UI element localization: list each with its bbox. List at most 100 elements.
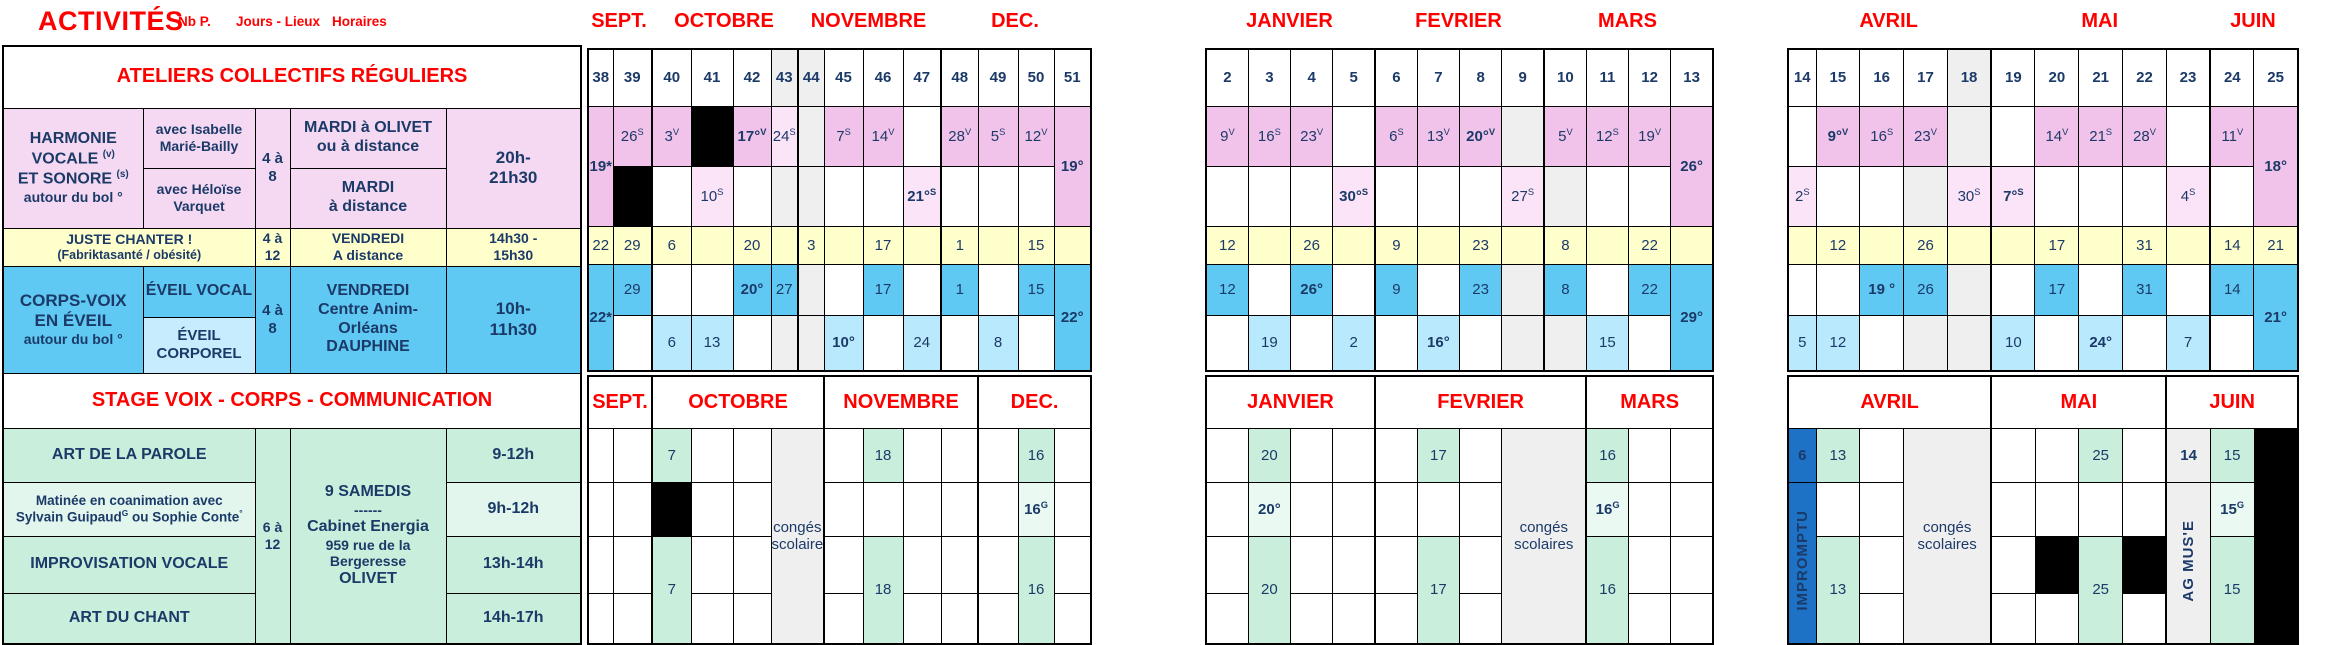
- date-cell: 18: [862, 427, 904, 483]
- week-number: 11: [1585, 48, 1630, 107]
- empty-cell: [902, 225, 942, 265]
- date-cell: 21: [2253, 225, 2299, 265]
- school-holidays-cell: congés scolaires: [1501, 427, 1587, 645]
- empty-cell: [1787, 225, 1817, 265]
- calendar-ateliers-avril-juin: 14 15 16 17 18 19 20 21 22 23 24 25 9°V 16S 23V 14V 21S 2…: [1787, 48, 2299, 372]
- date-cell: 3: [797, 225, 825, 265]
- month-label: NOVEMBRE: [823, 375, 979, 429]
- sub-eveil-corporel: ÉVEIL CORPOREL: [142, 316, 256, 374]
- empty-cell: [651, 165, 692, 227]
- week-number: 51: [1053, 48, 1092, 107]
- empty-cell: [2078, 481, 2124, 537]
- date-cell: 15: [1017, 263, 1055, 316]
- calendar-stage-sept-dec: SEPT. OCTOBRE NOVEMBRE DEC. 7 congés scolaire…: [587, 375, 1093, 645]
- date-cell: 21S: [2078, 105, 2124, 167]
- vacation-cell: [797, 314, 825, 372]
- row-eveil-vocal: CORPS-VOIX EN ÉVEIL autour du bol ° ÉVEI…: [2, 265, 582, 374]
- month-label: JANVIER: [1246, 10, 1333, 32]
- empty-cell: [1053, 427, 1092, 483]
- empty-cell: [1628, 535, 1672, 594]
- date-cell: 9: [1373, 263, 1418, 316]
- corps-time: 10h- 11h30: [445, 265, 582, 374]
- empty-cell: [1990, 535, 2036, 594]
- stage-matinee: Matinée en coanimation avec Sylvain Guip…: [2, 481, 256, 537]
- empty-cell: [1627, 314, 1672, 372]
- week-number: 10: [1542, 48, 1587, 107]
- stage-time-2: 9h-12h: [445, 481, 582, 537]
- date-cell: 22: [587, 225, 614, 265]
- empty-cell: [1459, 481, 1503, 537]
- week-number: 48: [940, 48, 979, 107]
- vacation-cell: [1501, 105, 1545, 167]
- empty-cell: [1205, 535, 1249, 594]
- empty-cell: [2122, 427, 2167, 483]
- date-cell: 10: [1990, 314, 2036, 372]
- date-cell: 26S: [612, 105, 653, 167]
- week-number: 13: [1670, 48, 1714, 107]
- empty-cell: [1332, 427, 1376, 483]
- empty-cell: [823, 592, 864, 645]
- week-number: 21: [2078, 48, 2124, 107]
- empty-cell: [1374, 427, 1418, 483]
- date-cell: 9: [1373, 225, 1418, 265]
- month-label: AVRIL: [1859, 10, 1918, 32]
- col-header-horaires: Horaires: [332, 14, 387, 29]
- impro: 7 18 16: [587, 535, 1092, 645]
- empty-cell: [1053, 592, 1092, 645]
- empty-cell: [977, 225, 1019, 265]
- col-header-jours-lieux: Jours - Lieux: [236, 14, 321, 29]
- month-label: DEC.: [977, 375, 1092, 429]
- empty-cell: [2078, 165, 2124, 227]
- empty-cell: [1374, 592, 1418, 645]
- art-parole: 7 congés scolaires 18 16: [587, 427, 1092, 645]
- date-cell: 14V: [862, 105, 904, 167]
- date-cell: 12V: [1017, 105, 1055, 167]
- empty-cell: [2034, 592, 2080, 645]
- empty-cell: [940, 535, 979, 594]
- empty-cell: [2034, 165, 2080, 227]
- row-art-chant: ART DU CHANT 14h-17h: [2, 592, 582, 645]
- empty-cell: [823, 427, 864, 483]
- empty-cell: [1990, 427, 2036, 483]
- stage-time-1: 9-12h: [445, 427, 582, 483]
- empty-cell: [1205, 314, 1249, 372]
- date-cell: 10S: [690, 165, 734, 227]
- empty-cell: [651, 263, 692, 316]
- date-cell: 30°S: [1332, 165, 1376, 227]
- empty-cell: [940, 314, 979, 372]
- empty-cell: [1017, 165, 1055, 227]
- empty-cell: [1815, 481, 1861, 537]
- date-cell: 16: [1585, 427, 1630, 483]
- date-cell: 24: [902, 314, 942, 372]
- empty-cell: [1053, 535, 1092, 594]
- empty-cell: [612, 314, 653, 372]
- week-number: 44: [797, 48, 825, 107]
- vacation-cell: [1946, 314, 1992, 372]
- empty-cell: [940, 592, 979, 645]
- vacation-cell: [797, 263, 825, 316]
- empty-cell: [1859, 592, 1905, 645]
- empty-cell: [1373, 314, 1418, 372]
- date-cell: 10°: [823, 314, 864, 372]
- week-number: 39: [612, 48, 653, 107]
- date-cell: 17: [1416, 427, 1461, 483]
- date-cell: 17°V: [732, 105, 772, 167]
- date-cell: 18: [862, 535, 904, 645]
- empty-cell: [2209, 165, 2255, 227]
- col-header-nbp: Nb P.: [178, 14, 211, 29]
- date-cell: 22: [1627, 263, 1672, 316]
- empty-cell: [1990, 105, 2036, 167]
- date-cell: 7: [651, 535, 692, 645]
- empty-cell: [587, 592, 614, 645]
- date-cell: 16S: [1247, 105, 1292, 167]
- empty-cell: [1859, 314, 1905, 372]
- empty-cell: [1416, 481, 1461, 537]
- stage-nbp: 6 à 12: [254, 427, 291, 645]
- date-cell: 13: [690, 314, 734, 372]
- empty-cell: [1332, 481, 1376, 537]
- empty-cell: [1247, 225, 1292, 265]
- empty-cell: [732, 535, 772, 594]
- date-cell: 25: [2078, 535, 2124, 645]
